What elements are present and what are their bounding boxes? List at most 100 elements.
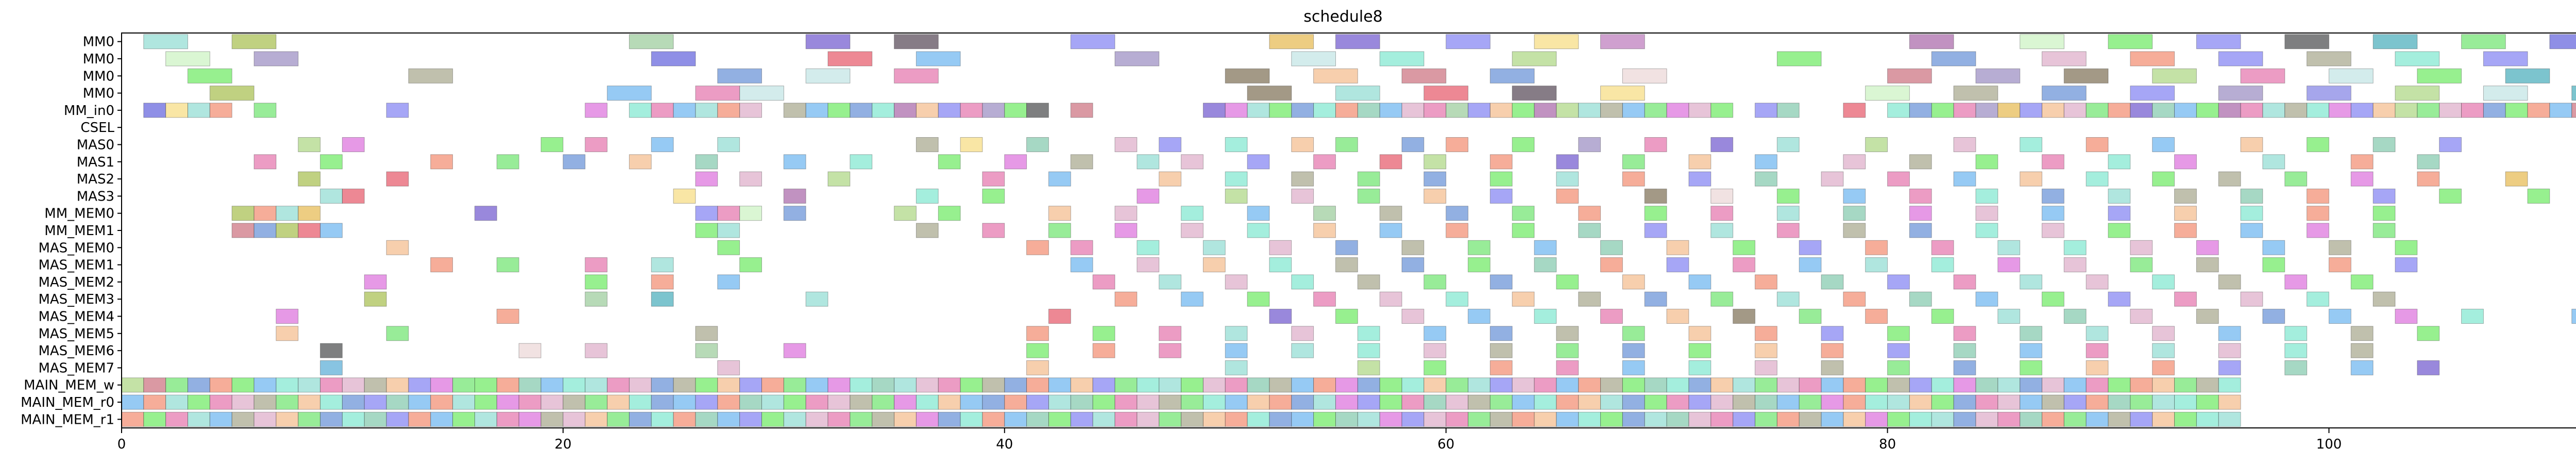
task-bar [629, 394, 652, 410]
task-bar [1379, 206, 1402, 221]
task-bar [1202, 377, 1226, 393]
task-bar [496, 257, 519, 273]
task-bar [894, 411, 917, 427]
task-bar [2307, 291, 2329, 307]
task-bar [1181, 206, 1204, 221]
task-bar [320, 154, 343, 170]
task-bar [651, 394, 674, 410]
task-bar [783, 377, 806, 393]
task-bar [1070, 34, 1115, 49]
task-bar [1799, 394, 1822, 410]
task-bar [916, 103, 939, 118]
task-bar [1026, 343, 1049, 358]
task-bar [1622, 394, 1645, 410]
task-bar [1181, 223, 1204, 238]
task-bar [2218, 360, 2241, 375]
task-bar [850, 394, 873, 410]
task-bar [1997, 411, 2021, 427]
task-bar [2372, 291, 2396, 307]
task-bar [1865, 86, 1910, 101]
task-bar [938, 103, 961, 118]
task-bar [1821, 343, 1844, 358]
task-bar [1137, 411, 1160, 427]
task-bar [2372, 206, 2396, 221]
task-bar [960, 411, 983, 427]
task-bar [408, 411, 431, 427]
task-bar [2108, 206, 2131, 221]
task-bar [1004, 154, 1027, 170]
task-bar [2042, 103, 2064, 118]
task-bar [364, 377, 387, 393]
task-bar [585, 137, 607, 152]
task-bar [695, 411, 718, 427]
task-bar [1269, 34, 1314, 49]
task-bar [982, 188, 1005, 204]
task-bar [2417, 171, 2440, 187]
task-bar [1489, 360, 1513, 375]
task-bar [982, 394, 1005, 410]
task-bar [386, 326, 409, 341]
task-bar [1710, 206, 1734, 221]
task-bar [2108, 34, 2153, 49]
task-bar [1269, 394, 1292, 410]
task-bar [1114, 291, 1138, 307]
task-bar [1843, 291, 1866, 307]
task-bar [1512, 206, 1535, 221]
task-bar [298, 171, 321, 187]
task-bar [2350, 360, 2374, 375]
task-bar [1733, 411, 1755, 427]
task-bar [1688, 377, 1711, 393]
task-bar [2372, 34, 2418, 49]
task-bar [298, 394, 321, 410]
task-bar [651, 103, 674, 118]
task-bar [364, 274, 387, 290]
task-bar [1225, 411, 1248, 427]
plot-frame [121, 32, 2576, 428]
task-bar [1092, 394, 1115, 410]
task-bar [1710, 377, 1734, 393]
task-bar [253, 154, 277, 170]
task-bar [2108, 394, 2131, 410]
task-bar [1114, 137, 1138, 152]
task-bar [651, 377, 674, 393]
task-bar [2505, 68, 2550, 84]
task-bar [1953, 171, 1976, 187]
task-bar [1004, 377, 1027, 393]
task-bar [188, 68, 232, 84]
task-bar [540, 394, 564, 410]
task-bar [1776, 188, 1800, 204]
task-bar [629, 34, 674, 49]
x-axis-tick-label: 80 [1879, 437, 1896, 452]
task-bar [2196, 103, 2219, 118]
task-bar [2262, 309, 2285, 324]
task-bar [2196, 394, 2219, 410]
task-bar [2196, 309, 2219, 324]
task-bar [1313, 394, 1336, 410]
task-bar [2020, 171, 2042, 187]
task-bar [2483, 86, 2528, 101]
task-bar [1070, 394, 1093, 410]
task-bar [1556, 103, 1579, 118]
task-bar [1247, 103, 1270, 118]
task-bar [1821, 326, 1844, 341]
task-bar [827, 171, 851, 187]
task-bar [739, 411, 762, 427]
task-bar [2329, 103, 2351, 118]
task-bar [651, 291, 674, 307]
task-bar [2063, 394, 2087, 410]
task-bar [1202, 411, 1226, 427]
task-bar [2284, 103, 2308, 118]
task-bar [2108, 291, 2131, 307]
task-bar [1401, 257, 1425, 273]
task-bar [165, 411, 189, 427]
task-bar [430, 154, 453, 170]
task-bar [1622, 103, 1645, 118]
y-axis-tick-label: MAS0 [77, 137, 114, 153]
task-bar [2020, 377, 2042, 393]
task-bar [783, 394, 806, 410]
task-bar [2108, 103, 2131, 118]
task-bar [1534, 377, 1557, 393]
task-bar [2042, 51, 2087, 67]
task-bar [298, 377, 321, 393]
task-bar [2130, 240, 2153, 255]
